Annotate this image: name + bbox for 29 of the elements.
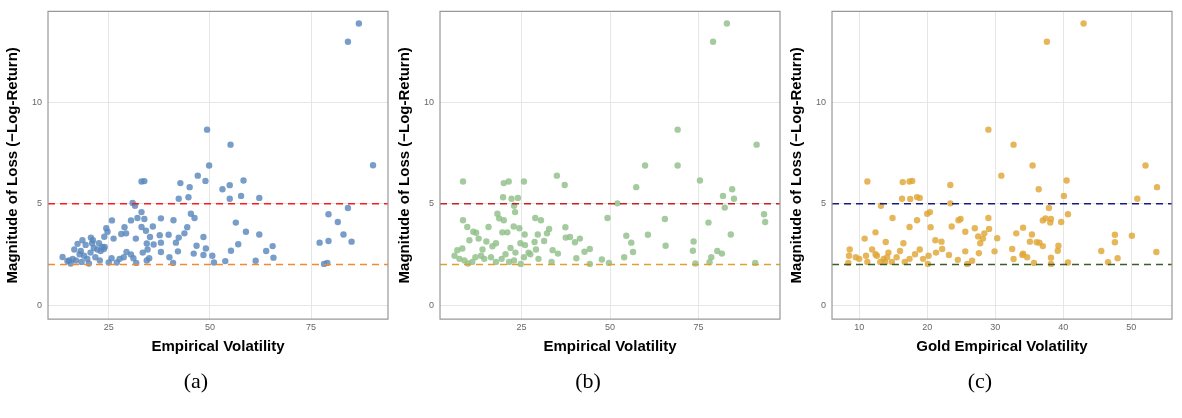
y-tick-label: 0 <box>429 299 435 310</box>
x-tick-label: 25 <box>516 322 527 333</box>
x-tick-label: 50 <box>605 322 616 333</box>
x-tick-label: 50 <box>1126 322 1137 333</box>
y-tick-label: 10 <box>32 97 43 108</box>
y-tick-label: 0 <box>821 299 827 310</box>
y-tick-label: 5 <box>429 198 435 209</box>
y-tick-label: 0 <box>37 299 43 310</box>
x-tick-label: 25 <box>103 322 114 333</box>
y-tick-label: 5 <box>821 198 827 209</box>
text: (b) <box>575 368 601 394</box>
x-tick-label: 50 <box>204 322 215 333</box>
x-axis-title: Gold Empirical Volatility <box>916 337 1089 355</box>
text: (c) <box>967 368 993 394</box>
x-tick-label: 40 <box>1058 322 1069 333</box>
x-tick-label: 20 <box>922 322 933 333</box>
x-tick-label: 10 <box>854 322 865 333</box>
x-axis-title: Empirical Volatility <box>151 337 286 355</box>
y-axis-title: Magnitude of Loss (−Log-Return) <box>787 47 805 284</box>
text: (a) <box>183 368 209 394</box>
y-axis-title: Magnitude of Loss (−Log-Return) <box>395 47 413 284</box>
x-axis-title: Empirical Volatility <box>543 337 678 355</box>
y-tick-label: 10 <box>424 97 435 108</box>
y-tick-label: 10 <box>816 97 827 108</box>
y-tick-label: 5 <box>37 198 43 209</box>
y-axis-title: Magnitude of Loss (−Log-Return) <box>3 47 21 284</box>
x-tick-label: 30 <box>990 322 1001 333</box>
x-tick-label: 75 <box>693 322 704 333</box>
x-tick-label: 75 <box>306 322 317 333</box>
